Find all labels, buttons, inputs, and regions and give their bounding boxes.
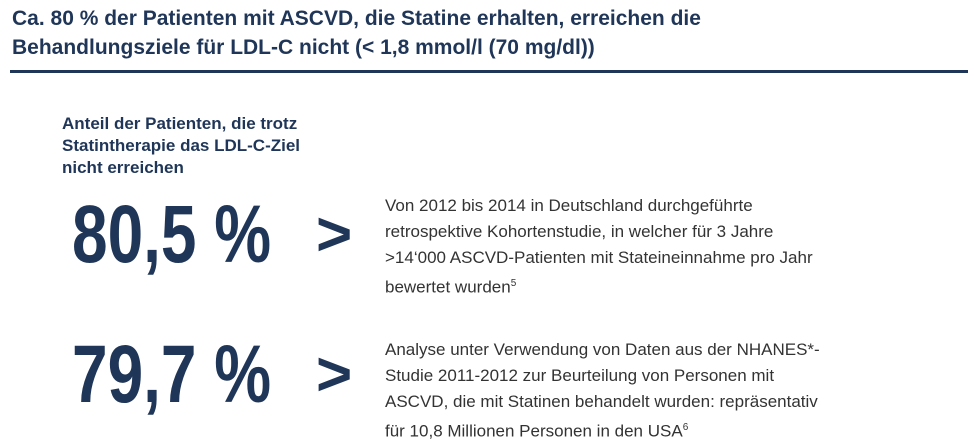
description-text: >14‘000 ASCVD-Patienten mit Stateineinna…	[385, 248, 813, 267]
title-line: Behandlungsziele für LDL-C nicht (< 1,8 …	[12, 36, 595, 59]
description-text: Analyse unter Verwendung von Daten aus d…	[385, 340, 820, 359]
description-text: für 10,8 Millionen Personen in den USA	[385, 421, 683, 441]
divider	[10, 70, 968, 73]
description-line: Studie 2011-2012 zur Beurteilung von Per…	[385, 363, 820, 389]
big-value: 80,5 %	[72, 189, 272, 280]
description-text: bewertet wurden	[385, 277, 511, 297]
description-text: ASCVD, die mit Statinen behandelt wurden…	[385, 392, 818, 411]
description-line: Von 2012 bis 2014 in Deutschland durchge…	[385, 193, 813, 219]
description-text: Von 2012 bis 2014 in Deutschland durchge…	[385, 196, 753, 215]
arrow: >	[316, 340, 353, 409]
description-line: bewertet wurden5	[385, 271, 813, 301]
subheading-line: Anteil der Patienten, die trotz	[62, 114, 298, 133]
footnote: 6	[682, 422, 689, 433]
title: Ca. 80 % der Patienten mit ASCVD, die St…	[12, 4, 701, 62]
description-text: retrospektive Kohortenstudie, in welcher…	[385, 222, 774, 241]
subheading-line: Statintherapie das LDL-C-Ziel	[62, 136, 301, 155]
description-line: retrospektive Kohortenstudie, in welcher…	[385, 219, 813, 245]
description: Analyse unter Verwendung von Daten aus d…	[385, 337, 820, 445]
footnote: 5	[510, 278, 517, 289]
title-line: Ca. 80 % der Patienten mit ASCVD, die St…	[12, 7, 701, 30]
description-line: für 10,8 Millionen Personen in den USA6	[385, 415, 820, 445]
description-text: Studie 2011-2012 zur Beurteilung von Per…	[385, 366, 775, 385]
description-line: >14‘000 ASCVD-Patienten mit Stateineinna…	[385, 245, 813, 271]
description-line: Analyse unter Verwendung von Daten aus d…	[385, 337, 820, 363]
subheading-line: nicht erreichen	[62, 158, 184, 177]
arrow: >	[316, 200, 353, 269]
big-value: 79,7 %	[72, 329, 272, 420]
description-line: ASCVD, die mit Statinen behandelt wurden…	[385, 389, 820, 415]
description: Von 2012 bis 2014 in Deutschland durchge…	[385, 193, 813, 301]
subheading: Anteil der Patienten, die trotz Statinthe…	[62, 113, 300, 179]
